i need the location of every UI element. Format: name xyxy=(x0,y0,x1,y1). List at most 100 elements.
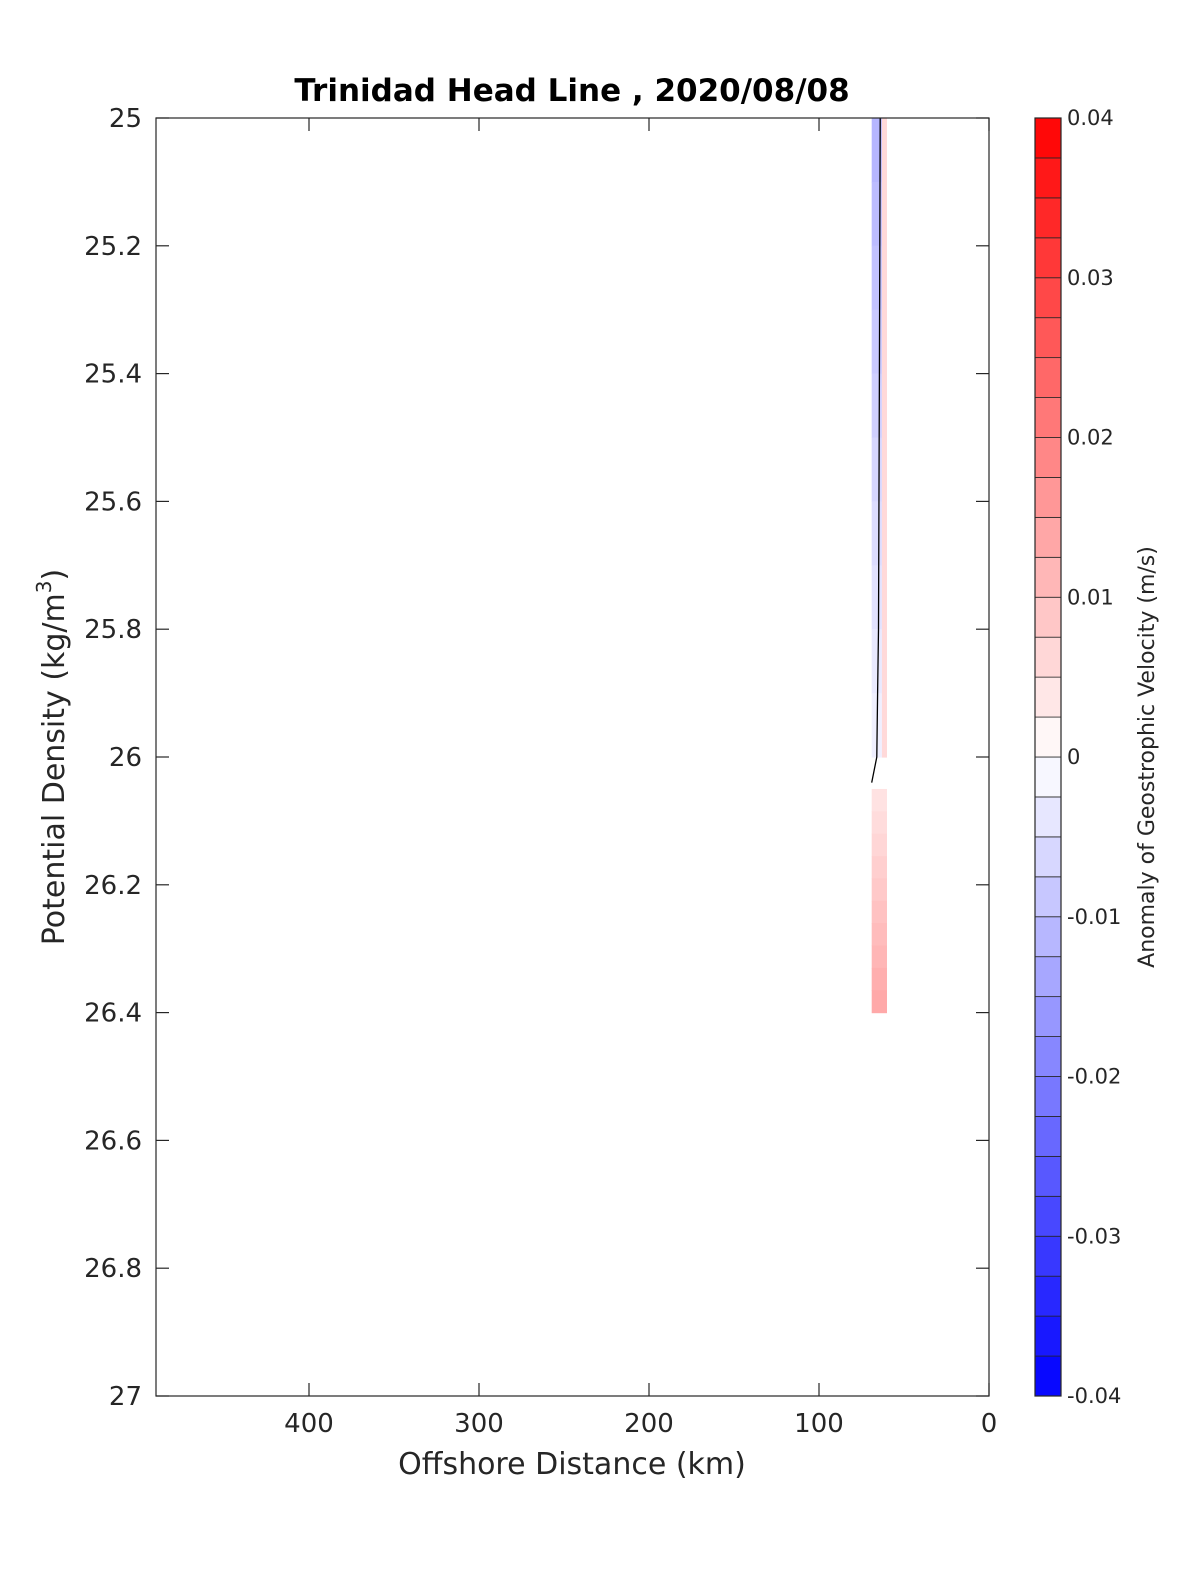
positive-velocity-strip xyxy=(881,501,887,566)
negative-velocity-band xyxy=(871,565,882,630)
colorbar-tick-label: -0.04 xyxy=(1067,1384,1121,1408)
negative-velocity-band xyxy=(871,309,882,375)
positive-velocity-strip xyxy=(881,181,887,247)
positive-velocity-band xyxy=(871,967,887,991)
negative-velocity-band xyxy=(871,437,882,502)
colorbar-level xyxy=(1034,1235,1062,1277)
colorbar-level xyxy=(1034,1076,1062,1117)
colorbar-level xyxy=(1034,1355,1062,1397)
x-tick-label: 0 xyxy=(981,1409,998,1439)
colorbar-frame xyxy=(1034,117,1062,1397)
positive-velocity-strip xyxy=(881,437,887,502)
colorbar-tick-label: -0.03 xyxy=(1067,1224,1121,1248)
colorbar-level xyxy=(1034,277,1062,319)
positive-velocity-band xyxy=(871,833,887,857)
colorbar-level xyxy=(1034,1315,1062,1357)
y-tick-label: 27 xyxy=(109,1382,142,1412)
y-tick-label: 26.8 xyxy=(84,1254,142,1284)
zero-contour-line xyxy=(871,117,881,783)
colorbar-level xyxy=(1034,676,1062,718)
colorbar-level xyxy=(1034,796,1062,838)
negative-velocity-band xyxy=(871,245,882,311)
negative-velocity-band xyxy=(871,118,882,183)
positive-velocity-band xyxy=(871,945,887,969)
colorbar-level xyxy=(1034,1195,1062,1237)
plot-area xyxy=(156,118,989,1396)
y-axis-label-superscript: 3 xyxy=(32,580,56,593)
positive-velocity-strip xyxy=(881,118,887,183)
negative-velocity-band xyxy=(871,629,882,694)
colorbar-ticks: 0.04 0.03 0.02 0.01 0 -0.01 -0.02 -0.03 -0.04 xyxy=(1067,106,1121,1408)
velocity-field xyxy=(871,118,887,1014)
colorbar-level xyxy=(1034,996,1062,1037)
colorbar xyxy=(1034,117,1062,1397)
y-tick-label: 25.6 xyxy=(84,487,142,517)
colorbar-level xyxy=(1034,836,1062,878)
y-tick-label: 25 xyxy=(109,104,142,134)
colorbar-level xyxy=(1034,756,1062,798)
positive-velocity-band xyxy=(871,923,887,947)
colorbar-level xyxy=(1034,1275,1062,1317)
colorbar-tick-label: 0 xyxy=(1067,745,1080,769)
colorbar-tick-label: -0.02 xyxy=(1067,1065,1121,1089)
colorbar-level xyxy=(1034,1036,1062,1077)
y-axis-ticks: 25 25.2 25.4 25.6 25.8 26 26.2 26.4 26.6 26.8 27 xyxy=(84,104,989,1412)
colorbar-tick-label: 0.02 xyxy=(1067,426,1114,450)
colorbar-level xyxy=(1034,1155,1062,1197)
colorbar-level xyxy=(1034,516,1062,558)
colorbar-level xyxy=(1034,636,1062,678)
colorbar-level xyxy=(1034,437,1062,478)
colorbar-level xyxy=(1034,237,1062,279)
y-tick-label: 26.6 xyxy=(84,1126,142,1156)
colorbar-level xyxy=(1034,317,1062,359)
colorbar-level xyxy=(1034,477,1062,518)
colorbar-level xyxy=(1034,357,1062,398)
colorbar-level xyxy=(1034,197,1062,239)
y-tick-label: 25.2 xyxy=(84,232,142,262)
colorbar-tick-label: -0.01 xyxy=(1067,905,1121,929)
negative-velocity-band xyxy=(871,501,882,566)
x-axis-ticks: 400 300 200 100 0 xyxy=(284,118,997,1439)
positive-velocity-strip xyxy=(881,693,887,758)
positive-velocity-band xyxy=(871,878,887,902)
colorbar-level xyxy=(1034,117,1062,159)
positive-velocity-band xyxy=(871,990,887,1014)
x-tick-label: 200 xyxy=(624,1409,674,1439)
y-tick-label: 26 xyxy=(109,743,142,773)
positive-velocity-band xyxy=(871,788,887,812)
positive-velocity-band xyxy=(871,900,887,924)
positive-velocity-band xyxy=(871,811,887,835)
x-tick-label: 400 xyxy=(284,1409,334,1439)
y-tick-label: 26.4 xyxy=(84,999,142,1029)
y-axis-label: Potential Density (kg/m3) xyxy=(32,569,72,945)
colorbar-level xyxy=(1034,956,1062,998)
positive-velocity-strip xyxy=(881,629,887,694)
y-tick-label: 25.8 xyxy=(84,615,142,645)
x-tick-label: 100 xyxy=(794,1409,844,1439)
colorbar-tick-label: 0.03 xyxy=(1067,266,1114,290)
colorbar-level xyxy=(1034,916,1062,958)
colorbar-level xyxy=(1034,716,1062,758)
x-tick-label: 300 xyxy=(454,1409,504,1439)
colorbar-tick-label: 0.01 xyxy=(1067,585,1114,609)
colorbar-level xyxy=(1034,397,1062,438)
colorbar-tick-label: 0.04 xyxy=(1067,106,1114,130)
positive-velocity-band xyxy=(871,856,887,880)
x-axis-label: Offshore Distance (km) xyxy=(398,1447,746,1482)
colorbar-level xyxy=(1034,157,1062,199)
colorbar-label: Anomaly of Geostrophic Velocity (m/s) xyxy=(1135,546,1160,968)
y-tick-label: 25.4 xyxy=(84,360,142,390)
positive-velocity-strip xyxy=(881,373,887,439)
y-tick-label: 26.2 xyxy=(84,871,142,901)
colorbar-level xyxy=(1034,876,1062,918)
positive-velocity-strip xyxy=(881,565,887,630)
chart-title: Trinidad Head Line , 2020/08/08 xyxy=(294,73,849,109)
negative-velocity-band xyxy=(871,181,882,247)
negative-velocity-band xyxy=(871,373,882,439)
colorbar-level xyxy=(1034,1116,1062,1157)
positive-velocity-strip xyxy=(881,309,887,375)
colorbar-level xyxy=(1034,556,1062,598)
colorbar-level xyxy=(1034,596,1062,638)
positive-velocity-strip xyxy=(881,245,887,311)
